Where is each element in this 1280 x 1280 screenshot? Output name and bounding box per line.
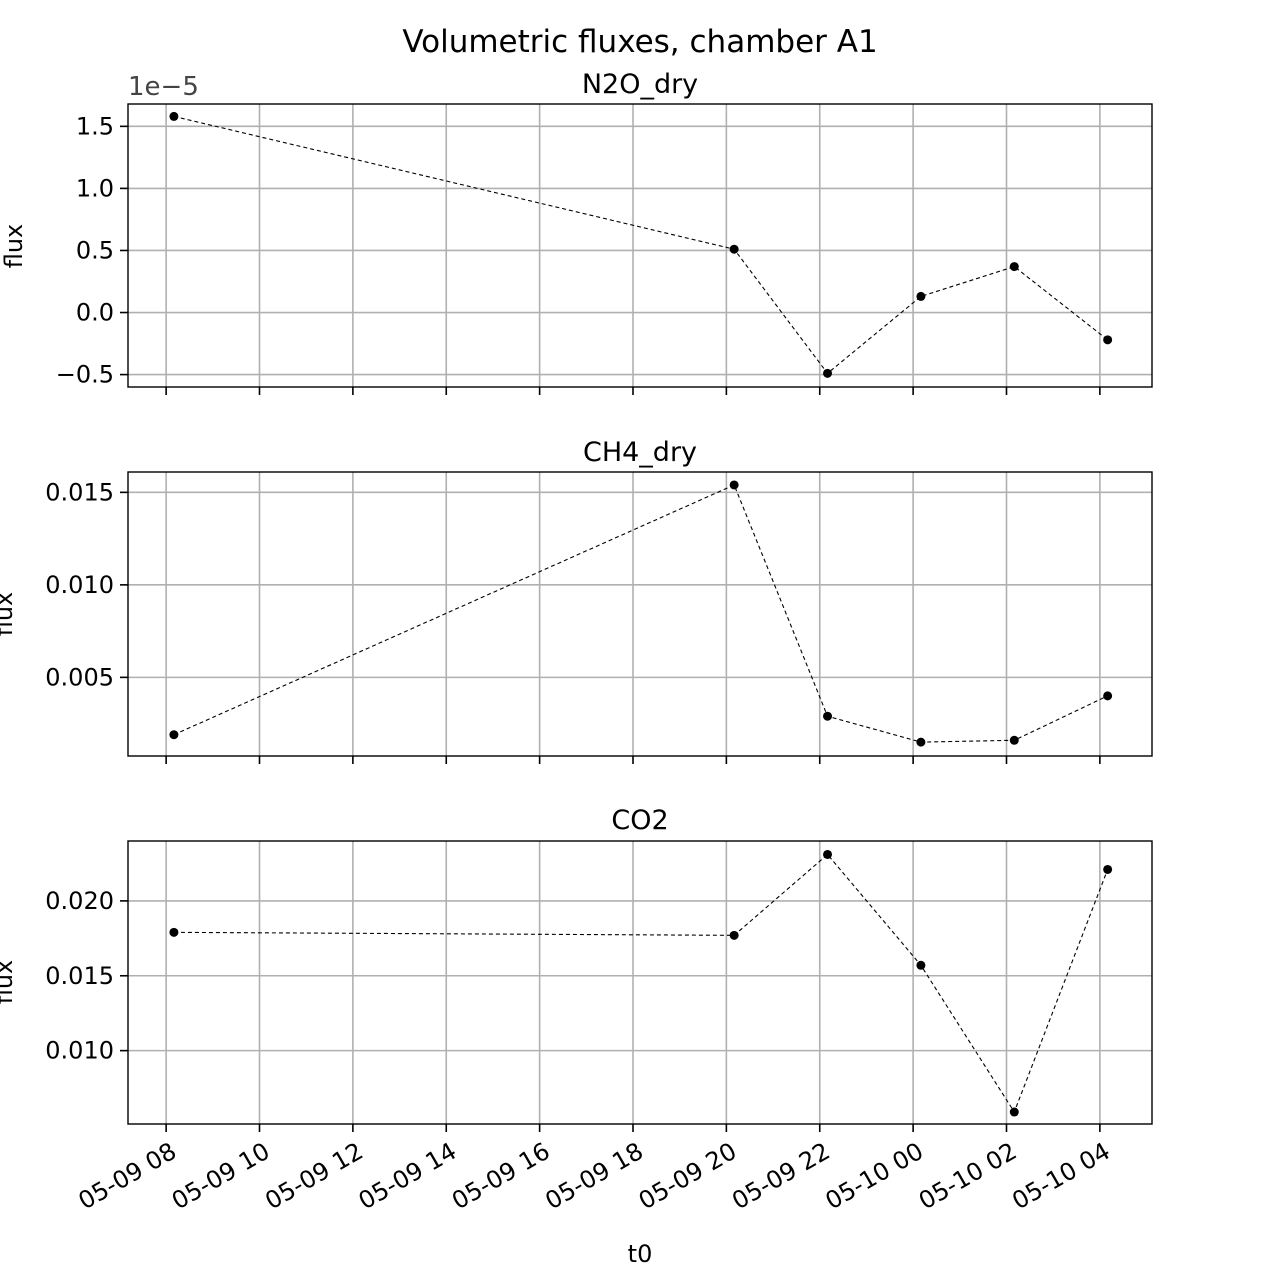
data-point (729, 244, 739, 254)
data-point (729, 930, 739, 940)
data-point (1103, 335, 1113, 345)
x-tick-label: 05-10 04 (1007, 1137, 1114, 1215)
y-tick-label: 0.005 (45, 663, 114, 691)
data-point (1009, 1107, 1019, 1117)
panel-n2o: N2O_dry flux 1e−5 −0.5 0.0 0.5 1.0 1.5 (0, 69, 1153, 395)
figure-title: Volumetric fluxes, chamber A1 (402, 24, 877, 60)
y-axis-label-co2: flux (0, 960, 18, 1005)
panel-ch4: CH4_dry flux 0.005 0.010 0.015 (0, 437, 1153, 764)
data-point (169, 927, 179, 937)
y-axis-label-ch4: flux (0, 592, 18, 637)
plot-frame (127, 471, 1153, 757)
x-tick-label: 05-09 18 (541, 1137, 648, 1215)
data-point (1009, 735, 1019, 745)
data-point (823, 849, 833, 859)
panel-title-n2o: N2O_dry (582, 69, 698, 100)
panel-title-ch4: CH4_dry (583, 437, 697, 468)
series-line (173, 484, 1108, 743)
data-point (823, 368, 833, 378)
x-tick-label: 05-09 10 (167, 1137, 274, 1215)
series-line (173, 115, 1108, 375)
data-point (823, 711, 833, 721)
x-axis-label: t0 (628, 1240, 653, 1268)
data-point (169, 730, 179, 740)
plot-frame (127, 840, 1153, 1125)
y-tick-label: 0.0 (76, 299, 114, 327)
y-tick-label: 0.015 (45, 478, 114, 506)
data-point (916, 737, 926, 747)
plot-frame (127, 103, 1153, 388)
data-point (916, 960, 926, 970)
data-point (729, 480, 739, 490)
x-tick-label: 05-09 20 (634, 1137, 741, 1215)
y-tick-label: 1.0 (76, 174, 114, 202)
y-tick-label: 1.5 (76, 112, 114, 140)
series-line (173, 853, 1109, 1114)
y-offset-label-n2o: 1e−5 (128, 72, 199, 102)
data-point (1009, 262, 1019, 272)
y-tick-label: 0.020 (45, 887, 114, 915)
data-point (1103, 691, 1113, 701)
data-point (1103, 864, 1113, 874)
x-tick-label: 05-09 12 (260, 1137, 367, 1215)
y-tick-label: 0.010 (45, 1037, 114, 1065)
y-tick-label: 0.015 (45, 962, 114, 990)
data-point (169, 111, 179, 121)
x-tick-label: 05-10 00 (821, 1137, 928, 1215)
x-tick-label: 05-10 02 (914, 1137, 1021, 1215)
y-tick-label: 0.5 (76, 236, 114, 264)
x-tick-label: 05-09 14 (354, 1137, 461, 1215)
x-tick-label: 05-09 22 (727, 1137, 834, 1215)
y-tick-label: −0.5 (56, 361, 114, 389)
y-tick-label: 0.010 (45, 571, 114, 599)
x-tick-label: 05-09 08 (74, 1137, 181, 1215)
data-point (916, 291, 926, 301)
panel-title-co2: CO2 (611, 805, 668, 836)
x-tick-label: 05-09 16 (447, 1137, 554, 1215)
y-axis-label-n2o: flux (0, 224, 28, 269)
